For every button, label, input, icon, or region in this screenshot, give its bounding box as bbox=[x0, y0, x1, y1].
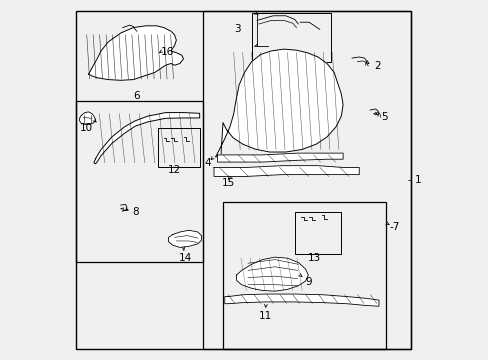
Text: 2: 2 bbox=[373, 61, 380, 71]
Bar bbox=[158, 128, 199, 167]
Text: 11: 11 bbox=[258, 311, 271, 321]
Bar bbox=[76, 101, 203, 262]
Text: 12: 12 bbox=[168, 165, 181, 175]
Text: 13: 13 bbox=[307, 253, 321, 263]
Text: -7: -7 bbox=[388, 222, 399, 231]
Polygon shape bbox=[88, 26, 183, 80]
Bar bbox=[203, 12, 410, 348]
Polygon shape bbox=[215, 49, 343, 157]
Polygon shape bbox=[217, 153, 343, 162]
Polygon shape bbox=[94, 113, 199, 164]
Bar bbox=[251, 13, 330, 62]
Text: 4: 4 bbox=[204, 158, 211, 168]
Polygon shape bbox=[168, 230, 201, 247]
Text: 16: 16 bbox=[161, 46, 174, 57]
Text: 9: 9 bbox=[305, 277, 311, 287]
Text: 3: 3 bbox=[234, 24, 240, 35]
Text: - 1: - 1 bbox=[407, 175, 421, 185]
Text: 10: 10 bbox=[80, 123, 93, 133]
Polygon shape bbox=[224, 294, 378, 306]
Text: 15: 15 bbox=[221, 177, 235, 188]
Text: 14: 14 bbox=[178, 253, 192, 263]
Polygon shape bbox=[214, 166, 359, 176]
Text: 8: 8 bbox=[132, 207, 138, 217]
Polygon shape bbox=[236, 257, 308, 291]
Text: 5: 5 bbox=[380, 112, 387, 122]
Bar bbox=[223, 202, 386, 348]
Polygon shape bbox=[80, 112, 96, 125]
Bar bbox=[294, 212, 341, 253]
Text: 6: 6 bbox=[133, 91, 140, 102]
